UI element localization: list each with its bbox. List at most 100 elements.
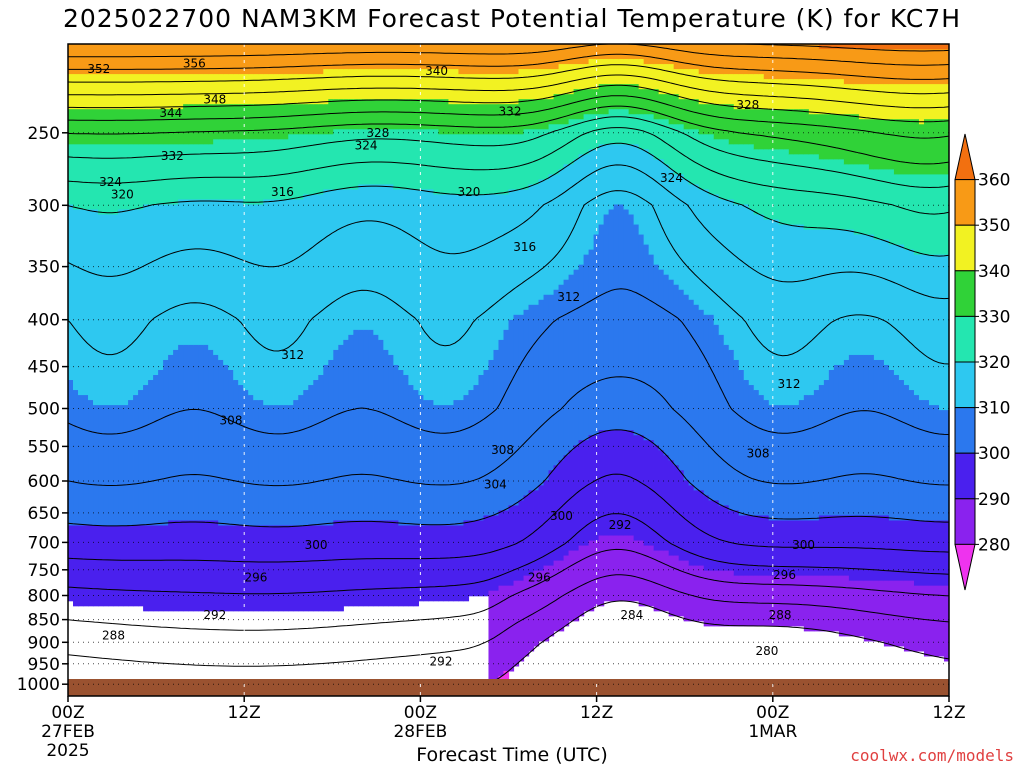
contour-fill-cell: [163, 144, 169, 206]
contour-fill-cell: [523, 129, 530, 191]
contour-fill-cell: [638, 435, 645, 542]
contour-fill-cell: [358, 520, 364, 607]
contour-fill-cell: [283, 74, 289, 105]
contour-fill-cell: [293, 44, 299, 75]
contour-fill-cell: [208, 199, 214, 351]
contour-label: 312: [778, 377, 801, 391]
contour-fill-cell: [853, 114, 860, 165]
contour-fill-cell: [813, 575, 820, 632]
contour-fill-cell: [163, 359, 169, 527]
contour-fill-cell: [433, 99, 440, 130]
contour-fill-cell: [198, 144, 204, 201]
source-credit[interactable]: coolwx.com/models: [850, 746, 1014, 765]
contour-fill-cell: [888, 370, 895, 522]
contour-fill-cell: [933, 174, 940, 256]
contour-fill-cell: [498, 134, 505, 196]
contour-fill-cell: [478, 194, 485, 376]
contour-fill-cell: [548, 565, 555, 637]
contour-fill-cell: [103, 44, 109, 75]
contour-fill-cell: [328, 134, 334, 191]
contour-fill-cell: [348, 334, 354, 522]
contour-fill-cell: [638, 540, 645, 607]
contour-fill-cell: [248, 104, 254, 140]
contour-fill-cell: [808, 395, 815, 522]
contour-label: 332: [161, 149, 184, 163]
contour-fill-cell: [693, 184, 700, 306]
contour-fill-cell: [853, 164, 860, 236]
contour-fill-cell: [728, 510, 735, 572]
contour-label: 280: [755, 644, 778, 658]
contour-fill-cell: [138, 144, 144, 211]
contour-fill-cell: [893, 580, 900, 647]
contour-fill-cell: [238, 44, 244, 75]
contour-fill-cell: [398, 44, 404, 70]
contour-fill-cell: [398, 99, 404, 130]
contour-fill-cell: [588, 44, 595, 60]
contour-fill-cell: [733, 44, 740, 75]
contour-fill-cell: [168, 109, 174, 145]
contour-fill-cell: [808, 114, 815, 155]
contour-fill-cell: [463, 194, 470, 396]
contour-fill-cell: [618, 84, 625, 110]
contour-fill-cell: [83, 44, 89, 75]
contour-fill-cell: [478, 375, 485, 522]
contour-fill-cell: [888, 169, 895, 246]
contour-fill-cell: [808, 229, 815, 396]
contour-fill-cell: [653, 159, 660, 266]
contour-fill-cell: [788, 109, 795, 155]
contour-fill-cell: [488, 515, 495, 592]
contour-fill-cell: [508, 104, 515, 135]
contour-fill-cell: [518, 189, 525, 316]
contour-fill-cell: [473, 194, 480, 386]
contour-fill-cell: [768, 575, 775, 627]
contour-fill-cell: [683, 69, 690, 100]
contour-fill-cell: [518, 69, 525, 100]
contour-fill-cell: [783, 224, 790, 406]
contour-fill-cell: [808, 44, 815, 80]
contour-fill-cell: [903, 520, 910, 582]
contour-fill-cell: [933, 84, 940, 120]
contour-fill-cell: [803, 44, 810, 80]
contour-fill-cell: [753, 74, 760, 110]
contour-fill-cell: [393, 364, 399, 522]
contour-fill-cell: [603, 114, 610, 145]
contour-line-336: [68, 95, 949, 139]
contour-fill-cell: [768, 44, 775, 80]
contour-fill-cell: [133, 44, 139, 75]
contour-fill-cell: [943, 44, 949, 50]
contour-fill-cell: [933, 119, 940, 175]
x-tick-label: 12Z: [228, 703, 261, 723]
contour-fill-cell: [218, 359, 224, 527]
contour-fill-cell: [113, 109, 119, 145]
contour-fill-cell: [683, 99, 690, 130]
contour-fill-cell: [148, 380, 154, 527]
contour-fill-cell: [298, 44, 304, 75]
contour-fill-cell: [173, 204, 179, 351]
contour-fill-cell: [98, 144, 104, 216]
contour-fill-cell: [698, 490, 705, 567]
contour-fill-cell: [463, 395, 470, 522]
contour-fill-cell: [893, 174, 900, 246]
contour-fill-cell: [843, 44, 850, 50]
contour-fill-cell: [553, 94, 560, 125]
contour-fill-cell: [678, 124, 685, 175]
contour-fill-cell: [158, 525, 164, 612]
contour-fill-cell: [398, 129, 404, 191]
contour-fill-cell: [603, 84, 610, 115]
contour-fill-cell: [73, 44, 79, 75]
contour-fill-cell: [533, 129, 540, 186]
contour-fill-cell: [938, 49, 945, 85]
contour-fill-cell: [218, 139, 224, 201]
contour-fill-cell: [688, 565, 695, 622]
contour-fill-cell: [663, 455, 670, 552]
contour-fill-cell: [298, 104, 304, 135]
contour-fill-cell: [623, 84, 630, 110]
contour-fill-cell: [873, 359, 880, 517]
contour-fill-cell: [293, 199, 299, 401]
contour-fill-cell: [728, 74, 735, 105]
contour-fill-cell: [498, 44, 505, 75]
contour-fill-cell: [813, 79, 820, 115]
contour-fill-cell: [758, 395, 765, 517]
contour-fill-cell: [403, 69, 409, 100]
contour-fill-cell: [668, 94, 675, 125]
